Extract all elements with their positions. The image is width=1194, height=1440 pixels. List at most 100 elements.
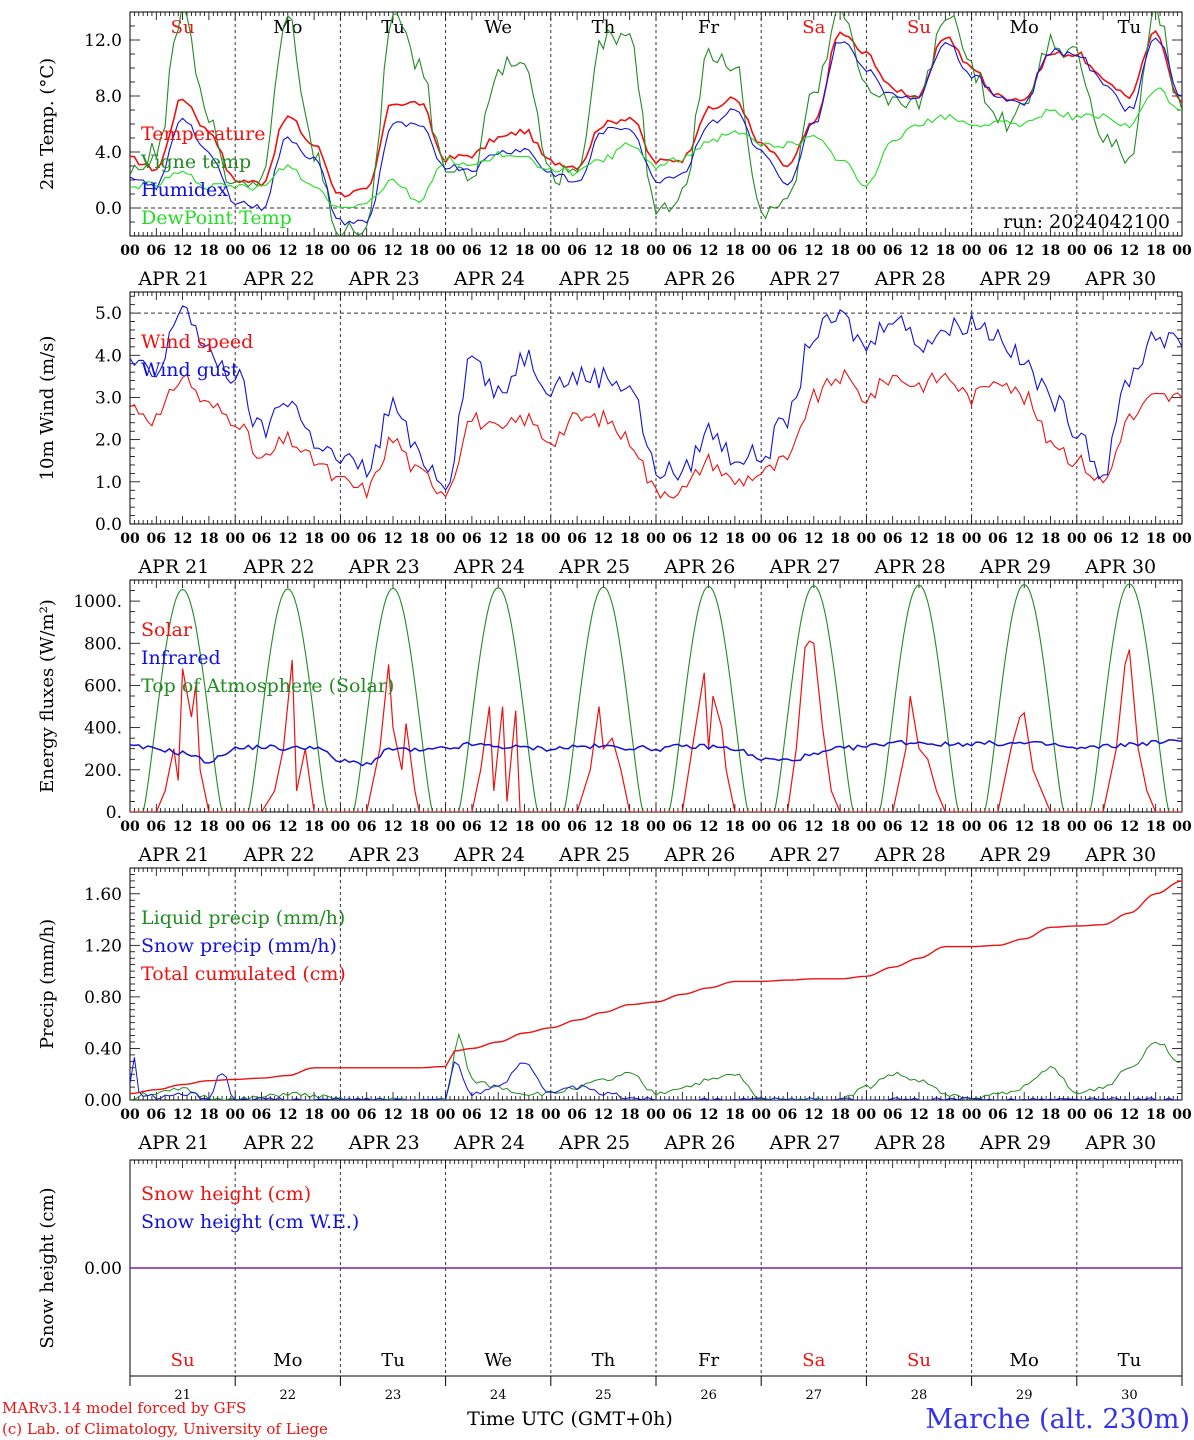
date-label: APR 29 [979,1132,1051,1154]
y-tick-label: 4.0 [95,346,122,366]
hour-label: 18 [410,1107,429,1123]
series-line [130,87,1182,209]
hour-label: 18 [725,531,744,547]
solar-line [761,640,867,812]
hour-label: 18 [199,1107,218,1123]
hour-label: 06 [673,531,692,547]
hour-label: 18 [1146,819,1165,835]
y-tick-label: 0.80 [84,988,122,1008]
toa-solar-line [878,584,960,812]
date-label: APR 22 [243,1132,315,1154]
date-label: APR 27 [769,844,841,866]
y-tick-label: 200. [84,761,122,781]
hour-label: 00 [646,531,666,547]
hour-label: 06 [1093,531,1112,547]
legend-entry: Temperature [141,123,265,145]
hour-label: 18 [1146,1107,1165,1123]
hour-label: 12 [383,819,402,835]
hour-label: 12 [594,1107,613,1123]
day-number-label: 26 [700,1388,717,1403]
hour-label: 12 [699,1107,718,1123]
series-line [130,305,1182,491]
hour-label: 12 [173,531,192,547]
day-number-label: 29 [1016,1388,1033,1403]
hour-label: 06 [883,243,902,259]
weekday-label: Tu [381,17,405,38]
hour-label: 18 [620,1107,639,1123]
hour-label: 00 [751,531,771,547]
hour-label: 12 [383,1107,402,1123]
series-line [130,37,1182,226]
hour-label: 00 [646,243,666,259]
y-axis-label: 10m Wind (m/s) [37,336,58,481]
hour-label: 12 [173,243,192,259]
legend-entry: Snow precip (mm/h) [141,935,337,957]
hour-label: 06 [462,243,481,259]
hour-label: 18 [830,243,849,259]
y-tick-label: 3.0 [95,388,122,408]
hour-label: 06 [567,531,586,547]
hour-label: 12 [1120,531,1139,547]
credit-line-2: (c) Lab. of Climatology, University of L… [2,1420,328,1438]
hour-label: 06 [778,1107,797,1123]
hour-label: 06 [778,531,797,547]
date-label: APR 27 [769,1132,841,1154]
day-number-label: 30 [1121,1388,1138,1403]
day-number-label: 27 [806,1388,823,1403]
hour-label: 18 [830,819,849,835]
hour-label: 00 [646,1107,666,1123]
toa-solar-line [984,583,1065,812]
hour-label: 06 [673,1107,692,1123]
infrared-line [130,739,1182,767]
hour-label: 00 [1067,531,1087,547]
hour-label: 12 [1120,819,1139,835]
hour-label: 00 [331,1107,351,1123]
hour-label: 06 [778,243,797,259]
date-label: APR 24 [453,268,525,290]
hour-label: 12 [594,243,613,259]
series-line [130,1032,1182,1100]
series-line [130,12,1182,236]
hour-label: 00 [331,243,351,259]
date-label: APR 25 [558,556,630,578]
toa-solar-line [247,588,328,812]
hour-label: 00 [1067,243,1087,259]
hour-label: 00 [225,243,245,259]
weekday-label: Fr [698,17,719,38]
date-label: APR 27 [769,556,841,578]
hour-label: 06 [673,819,692,835]
date-label: APR 21 [137,556,209,578]
legend-entry: Solar [141,619,193,641]
series-line [130,880,1182,1095]
hour-label: 18 [936,243,955,259]
day-number-label: 21 [174,1388,191,1403]
hour-label: 06 [567,243,586,259]
hour-label: 00 [541,243,561,259]
hour-label: 12 [804,531,823,547]
hour-label: 00 [962,243,982,259]
weekday-label: Fr [698,1350,719,1371]
hour-label: 00 [962,1107,982,1123]
hour-label: 12 [804,819,823,835]
date-label: APR 24 [453,844,525,866]
hour-label: 12 [804,243,823,259]
y-tick-label: 2.0 [95,431,122,451]
date-label: APR 26 [663,556,735,578]
weekday-label: Sa [802,1350,825,1371]
weekday-label: Su [907,17,931,38]
hour-label: 00 [857,531,877,547]
hour-label: 18 [199,531,218,547]
hour-label: 12 [173,1107,192,1123]
hour-label: 18 [936,531,955,547]
hour-label: 00 [120,243,140,259]
date-label: APR 25 [558,268,630,290]
hour-label: 00 [120,531,140,547]
hour-label: 12 [594,531,613,547]
hour-label: 00 [541,531,561,547]
weekday-label: Su [171,1350,195,1371]
hour-label: 06 [673,243,692,259]
hour-label: 06 [147,531,166,547]
hour-label: 12 [1014,531,1033,547]
y-tick-label: 1000. [73,592,122,612]
date-label: APR 23 [348,844,420,866]
